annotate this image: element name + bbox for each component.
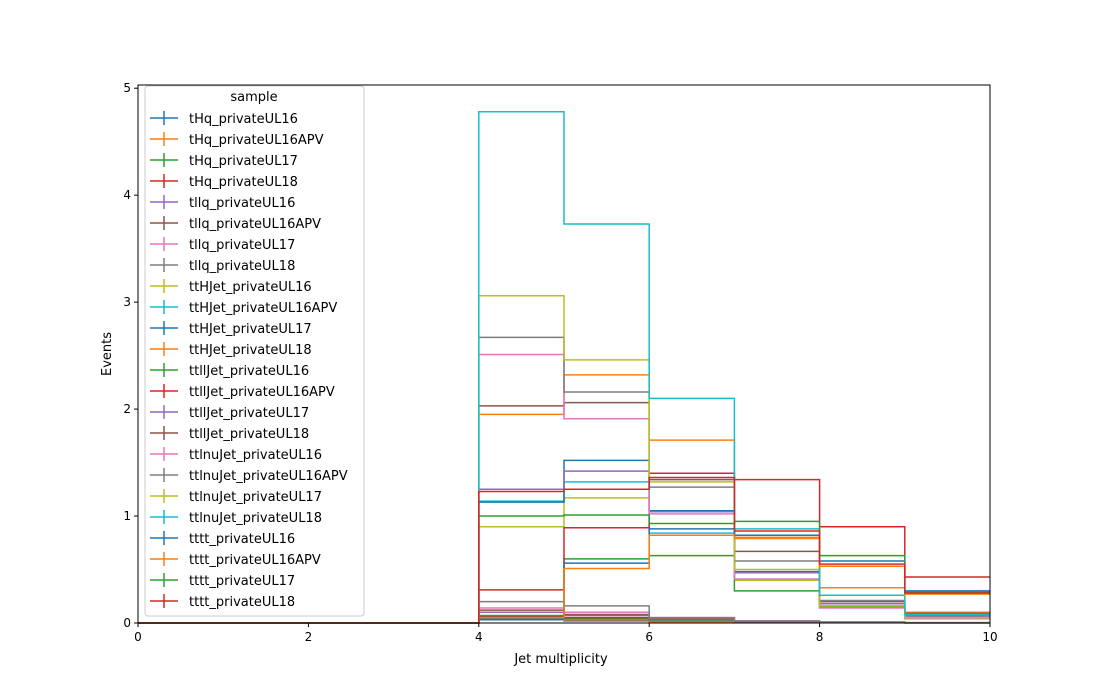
legend-label: tHq_privateUL16APV	[189, 133, 324, 148]
legend-entry: ttHJet_privateUL16	[150, 279, 312, 295]
legend-label: ttllJet_privateUL16	[189, 364, 309, 379]
legend-label: tttt_privateUL17	[189, 574, 295, 589]
legend-label: ttllJet_privateUL17	[189, 406, 309, 421]
legend-entry: ttlnuJet_privateUL18	[150, 510, 322, 526]
legend-title: sample	[230, 90, 277, 105]
legend-entry: tHq_privateUL16	[150, 111, 298, 127]
legend-entry: tllq_privateUL17	[150, 237, 295, 253]
legend-label: tHq_privateUL18	[189, 175, 298, 190]
legend-entry: tHq_privateUL17	[150, 153, 298, 169]
legend-label: ttllJet_privateUL16APV	[189, 385, 335, 400]
legend-label: ttHJet_privateUL16	[189, 280, 312, 295]
legend-label: ttHJet_privateUL17	[189, 322, 312, 337]
legend-entry: tttt_privateUL16APV	[150, 552, 321, 568]
legend-label: tllq_privateUL16	[189, 196, 295, 211]
legend-entry: ttlnuJet_privateUL17	[150, 489, 322, 505]
legend-entry: tHq_privateUL18	[150, 174, 298, 190]
legend-entry: tttt_privateUL18	[150, 594, 295, 610]
y-tick-label: 5	[123, 81, 131, 95]
y-tick-label: 1	[123, 509, 131, 523]
x-tick-label: 4	[475, 630, 483, 644]
legend-label: tllq_privateUL16APV	[189, 217, 321, 232]
legend-entry: tllq_privateUL16APV	[150, 216, 321, 232]
legend-entry: ttllJet_privateUL17	[150, 405, 309, 421]
x-tick-label: 8	[816, 630, 824, 644]
legend-label: ttlnuJet_privateUL16APV	[189, 469, 348, 484]
y-tick-label: 0	[123, 616, 131, 630]
y-axis-label: Events	[100, 332, 115, 376]
legend-entry: ttllJet_privateUL18	[150, 426, 309, 442]
legend-label: tHq_privateUL17	[189, 154, 298, 169]
legend-entry: ttllJet_privateUL16	[150, 363, 309, 379]
legend-label: tHq_privateUL16	[189, 112, 298, 127]
x-tick-label: 0	[134, 630, 142, 644]
y-tick-label: 2	[123, 402, 131, 416]
legend-entry: ttlnuJet_privateUL16APV	[150, 468, 348, 484]
legend-label: ttHJet_privateUL18	[189, 343, 312, 358]
plot-frame	[137, 84, 991, 624]
y-tick-label: 4	[123, 188, 131, 202]
legend-entry: tllq_privateUL18	[150, 258, 295, 274]
legend-entry: ttllJet_privateUL16APV	[150, 384, 335, 400]
legend: sample tHq_privateUL16 tHq_privateUL16APV…	[144, 85, 365, 617]
legend-frame	[144, 85, 365, 617]
legend-label: ttllJet_privateUL18	[189, 427, 309, 442]
x-tick-label: 10	[982, 630, 997, 644]
legend-label: tttt_privateUL16	[189, 532, 295, 547]
legend-label: tllq_privateUL18	[189, 259, 295, 274]
legend-entry: ttlnuJet_privateUL16	[150, 447, 322, 463]
legend-entry: ttHJet_privateUL16APV	[150, 300, 337, 316]
x-axis-label: Jet multiplicity	[513, 652, 608, 667]
legend-entry: ttHJet_privateUL18	[150, 342, 312, 358]
legend-label: ttlnuJet_privateUL17	[189, 490, 322, 505]
legend-label: tttt_privateUL16APV	[189, 553, 321, 568]
legend-label: tttt_privateUL18	[189, 595, 295, 610]
x-tick-label: 2	[305, 630, 313, 644]
x-tick-label: 6	[645, 630, 653, 644]
legend-entry: tHq_privateUL16APV	[150, 132, 324, 148]
legend-items: tHq_privateUL16 tHq_privateUL16APV tHq_pri…	[150, 111, 348, 610]
legend-entry: ttHJet_privateUL17	[150, 321, 312, 337]
legend-label: tllq_privateUL17	[189, 238, 295, 253]
legend-label: ttlnuJet_privateUL16	[189, 448, 322, 463]
legend-entry: tttt_privateUL17	[150, 573, 295, 589]
legend-entry: tttt_privateUL16	[150, 531, 295, 547]
legend-entry: tllq_privateUL16	[150, 195, 295, 211]
legend-label: ttlnuJet_privateUL18	[189, 511, 322, 526]
y-tick-label: 3	[123, 295, 131, 309]
legend-label: ttHJet_privateUL16APV	[189, 301, 337, 316]
axes: 0 2 4 6 8 10 0 1 2 3 4 5	[123, 81, 997, 644]
